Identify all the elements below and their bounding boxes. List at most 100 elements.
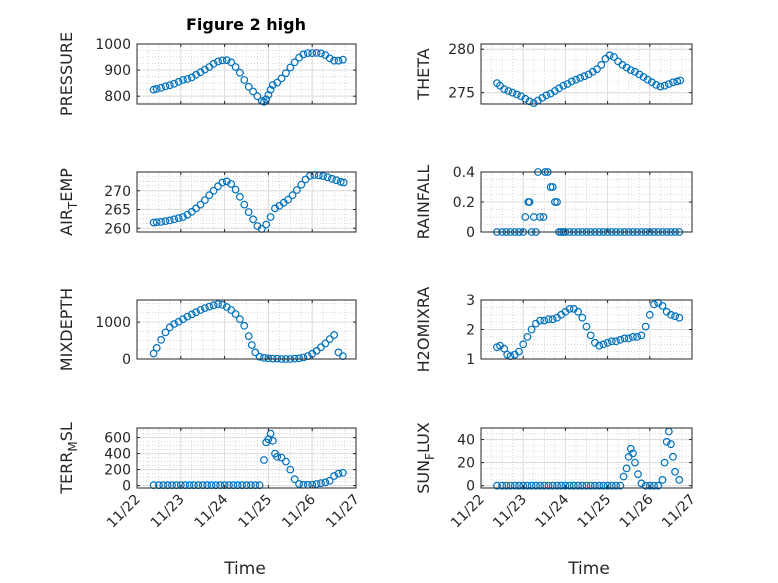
data-point [574, 307, 582, 316]
data-point [523, 481, 532, 490]
data-point [515, 347, 523, 356]
data-point [200, 196, 209, 205]
x-tick-label: 11/26 [279, 491, 319, 531]
data-point [561, 481, 570, 490]
data-point [629, 449, 637, 458]
data-point [605, 51, 614, 60]
y-tick-label: 3 [466, 293, 475, 309]
axes-box [136, 299, 357, 360]
data-point [233, 481, 242, 490]
panel-pressure: 800 900 1000 PRESSURE [57, 32, 357, 116]
x-tick-label: 11/25 [575, 492, 615, 532]
data-point [170, 215, 179, 224]
data-point [330, 472, 339, 480]
y-tick-label: 40 [457, 433, 475, 449]
data-point [286, 465, 295, 474]
data-point [576, 73, 585, 82]
data-point [612, 481, 620, 490]
data-point [152, 84, 161, 93]
data-point [277, 74, 286, 83]
data-point [157, 335, 166, 344]
data-point [170, 320, 179, 328]
data-point [669, 78, 677, 87]
data-point [176, 481, 185, 490]
y-tick-label: 600 [104, 431, 131, 447]
x-tick-label: 11/26 [617, 491, 657, 531]
data-point [536, 213, 544, 221]
y-axis-label-airtemp: AIRTEMP [57, 168, 80, 236]
data-point [527, 481, 536, 490]
y-tick-label: 400 [104, 447, 131, 463]
data-point [551, 198, 559, 206]
data-point [214, 57, 222, 66]
x-tick-label: 11/27 [659, 492, 699, 532]
y-axis-label-h2omixra: H2OMIXRA [414, 287, 433, 373]
y-tick-label: 0 [122, 479, 131, 495]
data-point [161, 82, 170, 91]
data-point [255, 352, 264, 361]
data-point [325, 335, 334, 344]
data-point [629, 333, 637, 341]
data-point [664, 80, 673, 88]
data-point [332, 176, 341, 185]
data-point [288, 191, 297, 200]
data-point [218, 300, 227, 309]
data-point [546, 183, 555, 191]
x-tick-label: 11/25 [235, 492, 275, 532]
y-axis-label-pressure: PRESSURE [57, 32, 76, 116]
data-point [330, 56, 339, 65]
data-point [266, 85, 275, 94]
data-point [253, 92, 262, 101]
axes-box [480, 427, 693, 489]
data-point [544, 315, 553, 324]
data-point [662, 437, 671, 446]
y-tick-label: 270 [104, 184, 131, 200]
axes-box [136, 43, 357, 105]
data-point [508, 88, 517, 97]
data-point [260, 456, 268, 464]
data-point [652, 80, 660, 89]
data-point [599, 481, 608, 490]
data-point [266, 429, 275, 438]
data-point [159, 481, 168, 490]
data-point [165, 81, 174, 90]
data-point [312, 49, 321, 57]
data-point [207, 481, 216, 490]
data-point [235, 68, 244, 77]
data-point [323, 173, 332, 182]
data-point [658, 302, 667, 310]
data-point [290, 475, 299, 484]
data-point [548, 183, 557, 191]
data-point [548, 481, 557, 490]
x-axis-label-right: Time [567, 559, 610, 579]
data-point [654, 481, 663, 490]
data-point [295, 354, 304, 363]
data-point [299, 50, 308, 59]
data-point [187, 310, 196, 319]
data-point [607, 481, 616, 490]
data-point [574, 481, 582, 490]
data-point [667, 310, 675, 319]
data-point [669, 452, 677, 461]
data-point [565, 305, 574, 313]
data-point [282, 69, 290, 78]
data-point [635, 70, 644, 79]
data-point [149, 481, 158, 490]
y-tick-label: 20 [457, 456, 475, 472]
data-point [149, 218, 158, 227]
data-point [540, 316, 549, 325]
data-point [325, 54, 334, 63]
data-point [658, 476, 667, 484]
data-point [607, 337, 616, 346]
data-point [194, 481, 203, 490]
data-point [297, 180, 306, 189]
data-point [656, 82, 665, 91]
data-point [671, 312, 679, 321]
data-point [626, 66, 635, 74]
data-point [273, 78, 282, 87]
data-point [268, 81, 277, 89]
data-point [660, 81, 669, 90]
data-point [553, 198, 561, 206]
y-axis-label-terrmsl: TERRMSL [57, 422, 80, 495]
